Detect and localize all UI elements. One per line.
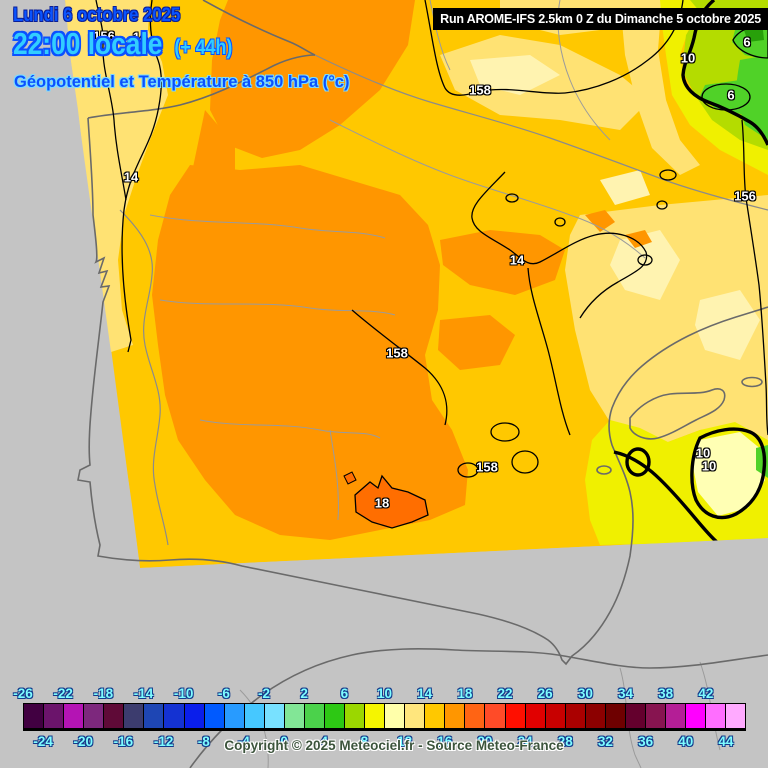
colorbar-cell xyxy=(304,704,324,728)
colorbar-tick: 42 xyxy=(698,686,714,701)
colorbar-tick: 24 xyxy=(517,734,533,749)
contour-label: 6 xyxy=(743,34,751,50)
contour-label: 10 xyxy=(695,445,711,461)
colorbar-cell xyxy=(726,704,746,728)
contour-label: 156 xyxy=(734,188,756,204)
contour-layer xyxy=(95,0,768,545)
colorbar-cell xyxy=(465,704,485,728)
colorbar-tick: -12 xyxy=(153,734,174,749)
contour-label: 10 xyxy=(680,50,696,66)
contour-label: 14 xyxy=(132,29,148,45)
colorbar-tick: 6 xyxy=(340,686,349,701)
colorbar-tick: 2 xyxy=(300,686,308,701)
colorbar-cell xyxy=(645,704,665,728)
colorbar xyxy=(23,703,746,731)
colorbar-tick: -18 xyxy=(93,686,114,701)
colorbar-cell xyxy=(244,704,264,728)
colorbar-cell xyxy=(84,704,104,728)
temperature-fill-layer xyxy=(65,0,768,568)
colorbar-cell xyxy=(104,704,124,728)
colorbar-tick: 30 xyxy=(577,686,593,701)
colorbar-cell xyxy=(445,704,465,728)
contour-label: 158 xyxy=(469,82,491,98)
colorbar-cell xyxy=(425,704,445,728)
colorbar-tick: -8 xyxy=(197,734,210,749)
geography-layer xyxy=(77,0,768,768)
colorbar-cell xyxy=(525,704,545,728)
colorbar-cell xyxy=(365,704,385,728)
colorbar-tick: 40 xyxy=(678,734,694,749)
colorbar-cell xyxy=(324,704,344,728)
contour-label: 156 xyxy=(93,28,115,44)
colorbar-cell xyxy=(505,704,525,728)
colorbar-tick: -14 xyxy=(133,686,154,701)
copyright-text: Copyright © 2025 Meteociel.fr - Source M… xyxy=(224,738,564,753)
colorbar-tick: 26 xyxy=(537,686,553,701)
colorbar-tick: 32 xyxy=(597,734,613,749)
colorbar-tick: 16 xyxy=(437,734,453,749)
colorbar-cell xyxy=(345,704,365,728)
contour-label: 6 xyxy=(727,87,735,103)
colorbar-cell xyxy=(64,704,84,728)
colorbar-cell xyxy=(124,704,144,728)
colorbar-cell xyxy=(144,704,164,728)
colorbar-tick: 38 xyxy=(658,686,674,701)
colorbar-cell xyxy=(405,704,425,728)
contour-label: 10 xyxy=(701,458,717,474)
colorbar-cell xyxy=(385,704,405,728)
colorbar-tick: 28 xyxy=(557,734,573,749)
colorbar-cell xyxy=(184,704,204,728)
colorbar-tick: -26 xyxy=(13,686,33,701)
colorbar-cell xyxy=(605,704,625,728)
colorbar-cell xyxy=(585,704,605,728)
colorbar-tick: 8 xyxy=(360,734,369,749)
colorbar-cell xyxy=(625,704,645,728)
colorbar-tick: -20 xyxy=(73,734,94,749)
colorbar-tick: 36 xyxy=(638,734,654,749)
colorbar-tick: -10 xyxy=(173,686,194,701)
colorbar-cell xyxy=(706,704,726,728)
colorbar-tick: 20 xyxy=(477,734,493,749)
colorbar-tick: 12 xyxy=(397,734,413,749)
colorbar-cell xyxy=(24,704,44,728)
run-banner: Run AROME-IFS 2.5km 0 Z du Dimanche 5 oc… xyxy=(433,8,768,30)
contour-label: 18 xyxy=(374,495,390,511)
colorbar-tick: 44 xyxy=(718,734,734,749)
colorbar-cell xyxy=(686,704,706,728)
contour-label: 14 xyxy=(123,169,139,185)
contour-label: 158 xyxy=(386,345,408,361)
colorbar-tick: -2 xyxy=(257,686,271,701)
colorbar-tick: -24 xyxy=(33,734,53,749)
colorbar-tick: -4 xyxy=(237,734,250,749)
colorbar-tick: 34 xyxy=(617,686,634,701)
colorbar-cell xyxy=(164,704,184,728)
colorbar-tick: -22 xyxy=(53,686,73,701)
colorbar-cell xyxy=(485,704,505,728)
colorbar-cell xyxy=(545,704,565,728)
colorbar-tick: 10 xyxy=(376,686,393,701)
colorbar-cell xyxy=(666,704,686,728)
colorbar-tick: 4 xyxy=(320,734,329,749)
colorbar-cell xyxy=(565,704,585,728)
colorbar-cell xyxy=(264,704,284,728)
contour-label: 158 xyxy=(476,459,498,475)
colorbar-cell xyxy=(44,704,64,728)
colorbar-cell xyxy=(284,704,304,728)
colorbar-tick: 18 xyxy=(457,686,473,701)
colorbar-tick: 0 xyxy=(280,734,288,749)
colorbar-tick: -16 xyxy=(113,734,134,749)
colorbar-tick: 22 xyxy=(497,686,513,701)
colorbar-cell xyxy=(224,704,244,728)
colorbar-cell xyxy=(204,704,224,728)
colorbar-tick: 14 xyxy=(417,686,433,701)
contour-label: 14 xyxy=(509,252,525,268)
colorbar-tick: -6 xyxy=(217,686,230,701)
